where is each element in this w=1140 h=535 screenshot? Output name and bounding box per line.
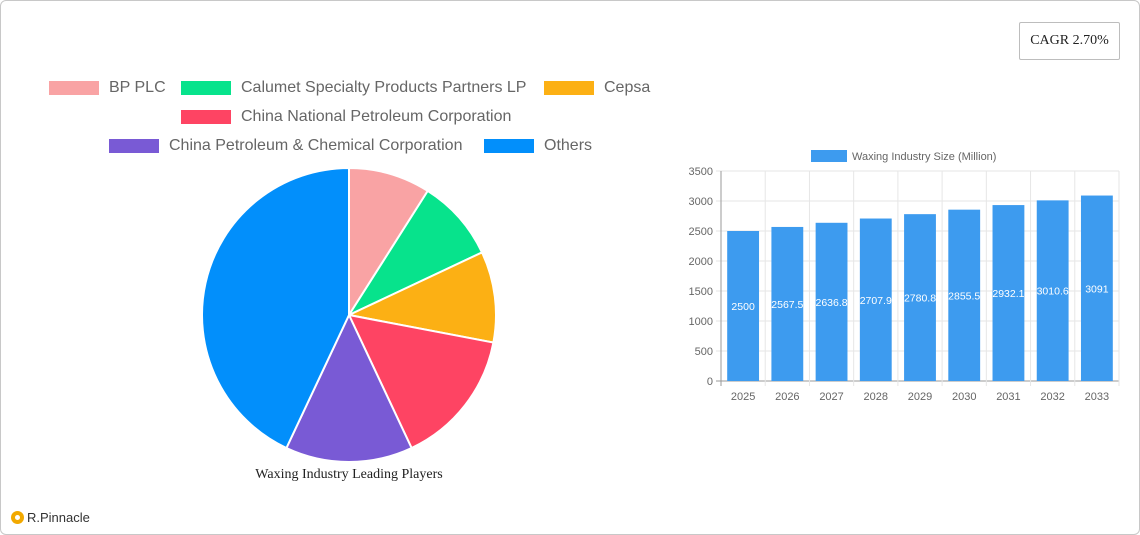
y-tick-label: 500	[695, 346, 713, 358]
pie-slice-1[interactable]	[346, 189, 484, 318]
pie-legend-item-cepsa[interactable]: Cepsa	[544, 79, 650, 97]
bar-2025[interactable]	[727, 231, 760, 381]
pie-slice-0[interactable]	[348, 166, 430, 319]
brand-logo: R.Pinnacle	[11, 510, 90, 525]
bar-value-label: 3010.6	[1037, 286, 1069, 298]
bar-value-label: 2567.5	[771, 299, 803, 311]
x-tick-label: 2031	[996, 391, 1020, 403]
bar-2028[interactable]	[859, 218, 892, 381]
bar-2032[interactable]	[1036, 200, 1069, 381]
pie-legend-item-others[interactable]: Others	[484, 137, 592, 155]
legend-swatch	[109, 139, 159, 153]
bar-2030[interactable]	[948, 209, 981, 381]
bar-2031[interactable]	[992, 205, 1025, 381]
legend-swatch	[181, 81, 231, 95]
x-tick-label: 2027	[819, 391, 843, 403]
pinnacle-logo-icon	[11, 511, 24, 524]
pie-slice-2[interactable]	[345, 251, 497, 344]
y-tick-label: 1000	[689, 316, 713, 328]
x-tick-label: 2033	[1085, 391, 1109, 403]
pie-chart-title: Waxing Industry Leading Players	[255, 467, 443, 482]
legend-label: China Petroleum & Chemical Corporation	[169, 137, 463, 154]
pie-legend-item-cnpc[interactable]: China National Petroleum Corporation	[181, 108, 511, 126]
bar-2033[interactable]	[1080, 195, 1113, 381]
pie-chart	[201, 166, 497, 463]
bar-value-label: 2707.9	[860, 295, 892, 307]
bar-2026[interactable]	[771, 226, 804, 381]
bar-legend-label: Waxing Industry Size (Million)	[852, 151, 996, 163]
bar-2029[interactable]	[904, 214, 936, 381]
pie-slice-4[interactable]	[285, 312, 413, 463]
y-tick-label: 2500	[689, 226, 713, 238]
x-tick-label: 2025	[731, 391, 755, 403]
y-tick-label: 3500	[689, 166, 713, 178]
cagr-badge: CAGR 2.70%	[1019, 22, 1120, 60]
bar-value-label: 2500	[731, 301, 755, 313]
y-tick-label: 0	[707, 376, 713, 388]
pie-legend-item-bp[interactable]: BP PLC	[49, 79, 166, 97]
legend-label: Others	[544, 137, 593, 154]
legend-label: Cepsa	[604, 79, 651, 96]
x-tick-label: 2028	[864, 391, 888, 403]
legend-label: BP PLC	[109, 79, 166, 96]
brand-name: R.Pinnacle	[27, 510, 90, 525]
bar-legend-swatch	[811, 150, 847, 162]
bar-chart: Waxing Industry Size (Million) 0 500 1000 15…	[689, 150, 1120, 403]
x-tick-label: 2026	[775, 391, 799, 403]
pie-legend-item-calumet[interactable]: Calumet Specialty Products Partners LP	[181, 79, 526, 97]
bar-value-label: 3091	[1085, 283, 1109, 295]
x-tick-label: 2030	[952, 391, 976, 403]
pie-slice-3[interactable]	[347, 313, 495, 450]
bar-legend-item[interactable]: Waxing Industry Size (Million)	[811, 150, 996, 163]
bar-value-label: 2636.8	[815, 297, 847, 309]
legend-label: China National Petroleum Corporation	[241, 108, 512, 125]
bar-value-label: 2780.8	[904, 293, 936, 305]
pie-legend-item-sinopec[interactable]: China Petroleum & Chemical Corporation	[109, 137, 462, 155]
x-tick-label: 2032	[1040, 391, 1064, 403]
y-tick-label: 1500	[689, 286, 713, 298]
bar-2027[interactable]	[815, 222, 848, 381]
x-tick-label: 2029	[908, 391, 932, 403]
bar-value-label: 2932.1	[992, 288, 1024, 300]
y-tick-label: 3000	[689, 196, 713, 208]
legend-swatch	[544, 81, 594, 95]
legend-label: Calumet Specialty Products Partners LP	[241, 79, 527, 96]
legend-swatch	[49, 81, 99, 95]
pie-slice-5[interactable]	[201, 166, 350, 450]
legend-swatch	[181, 110, 231, 124]
bar-value-label: 2855.5	[948, 290, 980, 302]
y-tick-label: 2000	[689, 256, 713, 268]
legend-swatch	[484, 139, 534, 153]
